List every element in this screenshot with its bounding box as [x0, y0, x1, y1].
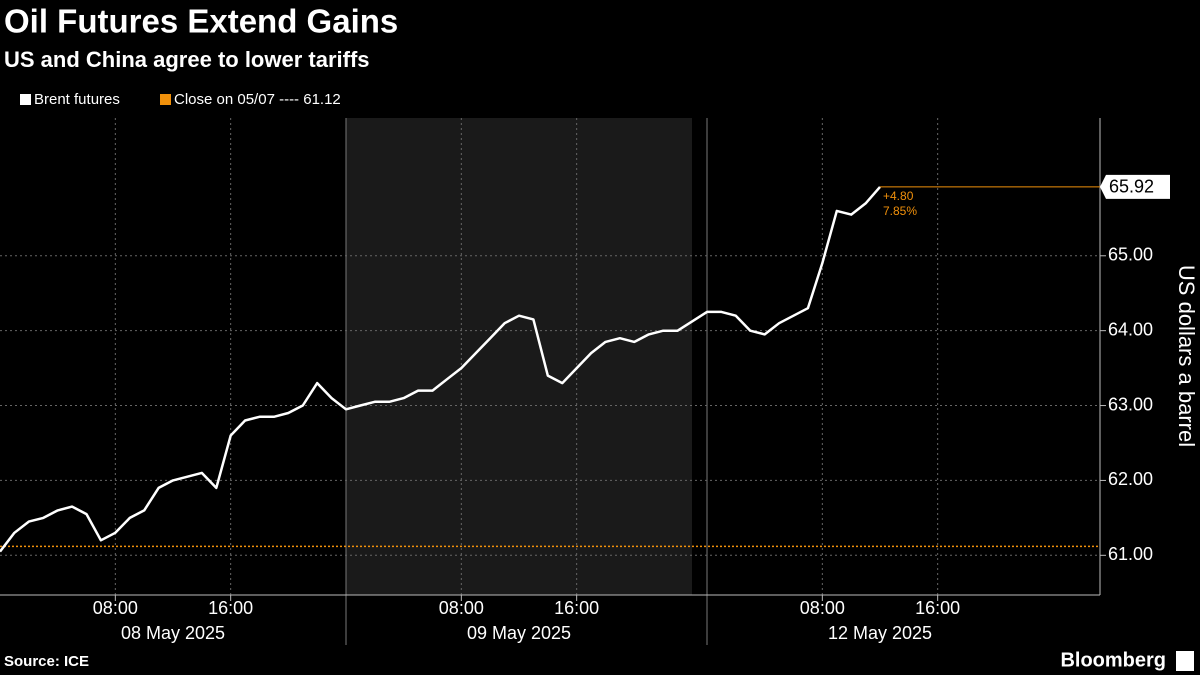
y-tick-label: 65.00 [1108, 245, 1153, 265]
x-tick-label: 16:00 [208, 598, 253, 618]
x-tick-label: 16:00 [915, 598, 960, 618]
x-tick-label: 08:00 [93, 598, 138, 618]
session-shade [346, 118, 692, 595]
x-date-label: 12 May 2025 [828, 623, 932, 643]
x-date-label: 08 May 2025 [121, 623, 225, 643]
legend: Brent futures Close on 05/07 ---- 61.12 [20, 91, 341, 108]
y-tick-label: 64.00 [1108, 319, 1153, 339]
y-axis-label: US dollars a barrel [1174, 265, 1199, 447]
x-date-label: 09 May 2025 [467, 623, 571, 643]
brand-icon [1176, 651, 1194, 671]
last-value-label: 65.92 [1109, 177, 1154, 197]
legend-swatch [20, 94, 31, 105]
x-tick-label: 16:00 [554, 598, 599, 618]
legend-label: Close on 05/07 ---- 61.12 [174, 91, 341, 108]
brand: Bloomberg [1060, 649, 1166, 671]
legend-swatch [160, 94, 171, 105]
y-tick-label: 62.00 [1108, 469, 1153, 489]
chart-subtitle: US and China agree to lower tariffs [4, 47, 370, 72]
change-annotation: 7.85% [883, 204, 917, 218]
change-annotation: +4.80 [883, 189, 914, 203]
source: Source: ICE [4, 653, 89, 670]
y-tick-label: 61.00 [1108, 544, 1153, 564]
chart-title: Oil Futures Extend Gains [4, 3, 398, 40]
x-tick-label: 08:00 [800, 598, 845, 618]
price-line [0, 186, 881, 553]
legend-label: Brent futures [34, 91, 120, 108]
y-tick-label: 63.00 [1108, 394, 1153, 414]
last-value-box [1100, 174, 1170, 199]
x-tick-label: 08:00 [439, 598, 484, 618]
